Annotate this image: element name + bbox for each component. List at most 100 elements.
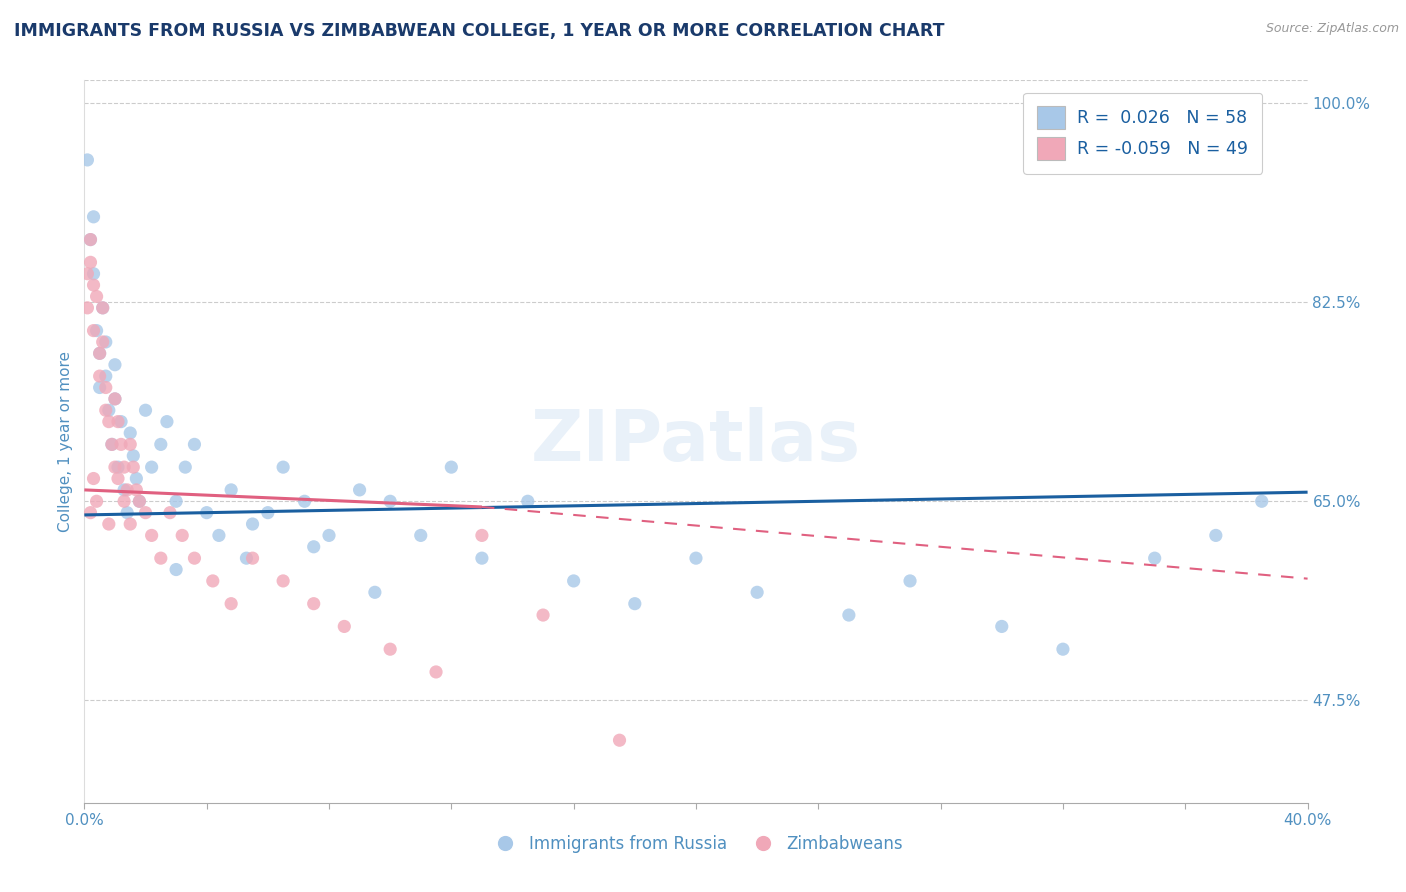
Point	[135, 403, 157, 417]
Point	[104, 392, 127, 406]
Point	[120, 437, 142, 451]
Point	[149, 551, 172, 566]
Point	[1205, 528, 1227, 542]
Point	[89, 346, 111, 360]
Point	[91, 334, 114, 349]
Point	[219, 483, 242, 497]
Point	[201, 574, 224, 588]
Point	[333, 619, 356, 633]
Point	[104, 392, 127, 406]
Point	[122, 460, 145, 475]
Point	[380, 642, 402, 657]
Point	[747, 585, 769, 599]
Point	[86, 494, 108, 508]
Point	[898, 574, 921, 588]
Text: ZIPatlas: ZIPatlas	[531, 407, 860, 476]
Point	[94, 380, 117, 394]
Point	[107, 415, 129, 429]
Point	[172, 528, 194, 542]
Point	[112, 460, 135, 475]
Point	[86, 289, 108, 303]
Point	[76, 301, 98, 315]
Point	[76, 267, 98, 281]
Point	[94, 369, 117, 384]
Point	[104, 460, 127, 475]
Point	[208, 528, 231, 542]
Point	[135, 506, 157, 520]
Point	[83, 471, 105, 485]
Point	[349, 483, 371, 497]
Point	[219, 597, 242, 611]
Point	[115, 483, 138, 497]
Point	[1143, 551, 1166, 566]
Point	[235, 551, 257, 566]
Point	[97, 415, 120, 429]
Legend: Immigrants from Russia, Zimbabweans: Immigrants from Russia, Zimbabweans	[482, 828, 910, 860]
Point	[609, 733, 631, 747]
Point	[86, 324, 108, 338]
Point	[165, 494, 187, 508]
Point	[83, 210, 105, 224]
Text: IMMIGRANTS FROM RUSSIA VS ZIMBABWEAN COLLEGE, 1 YEAR OR MORE CORRELATION CHART: IMMIGRANTS FROM RUSSIA VS ZIMBABWEAN COL…	[14, 22, 945, 40]
Point	[149, 437, 172, 451]
Point	[165, 563, 187, 577]
Point	[440, 460, 463, 475]
Point	[174, 460, 197, 475]
Point	[79, 506, 101, 520]
Point	[94, 334, 117, 349]
Point	[83, 278, 105, 293]
Point	[380, 494, 402, 508]
Point	[125, 471, 148, 485]
Point	[107, 471, 129, 485]
Point	[1052, 642, 1074, 657]
Point	[562, 574, 585, 588]
Point	[110, 415, 132, 429]
Point	[991, 619, 1014, 633]
Point	[685, 551, 707, 566]
Point	[195, 506, 218, 520]
Point	[112, 494, 135, 508]
Point	[79, 233, 101, 247]
Point	[409, 528, 432, 542]
Point	[128, 494, 150, 508]
Point	[271, 460, 294, 475]
Point	[242, 516, 264, 531]
Point	[79, 233, 101, 247]
Point	[89, 346, 111, 360]
Point	[257, 506, 280, 520]
Point	[89, 380, 111, 394]
Point	[1250, 494, 1272, 508]
Point	[624, 597, 647, 611]
Point	[302, 597, 325, 611]
Point	[91, 301, 114, 315]
Point	[425, 665, 447, 679]
Point	[101, 437, 124, 451]
Point	[159, 506, 181, 520]
Point	[122, 449, 145, 463]
Point	[242, 551, 264, 566]
Point	[120, 516, 142, 531]
Point	[79, 255, 101, 269]
Point	[318, 528, 340, 542]
Point	[838, 608, 860, 623]
Point	[141, 528, 163, 542]
Point	[471, 528, 494, 542]
Point	[97, 403, 120, 417]
Point	[104, 358, 127, 372]
Point	[128, 494, 150, 508]
Point	[107, 460, 129, 475]
Text: Source: ZipAtlas.com: Source: ZipAtlas.com	[1265, 22, 1399, 36]
Point	[364, 585, 387, 599]
Point	[89, 369, 111, 384]
Point	[125, 483, 148, 497]
Point	[83, 324, 105, 338]
Y-axis label: College, 1 year or more: College, 1 year or more	[58, 351, 73, 532]
Point	[97, 516, 120, 531]
Point	[531, 608, 554, 623]
Point	[271, 574, 294, 588]
Point	[183, 437, 205, 451]
Point	[183, 551, 205, 566]
Point	[156, 415, 179, 429]
Point	[83, 267, 105, 281]
Point	[101, 437, 124, 451]
